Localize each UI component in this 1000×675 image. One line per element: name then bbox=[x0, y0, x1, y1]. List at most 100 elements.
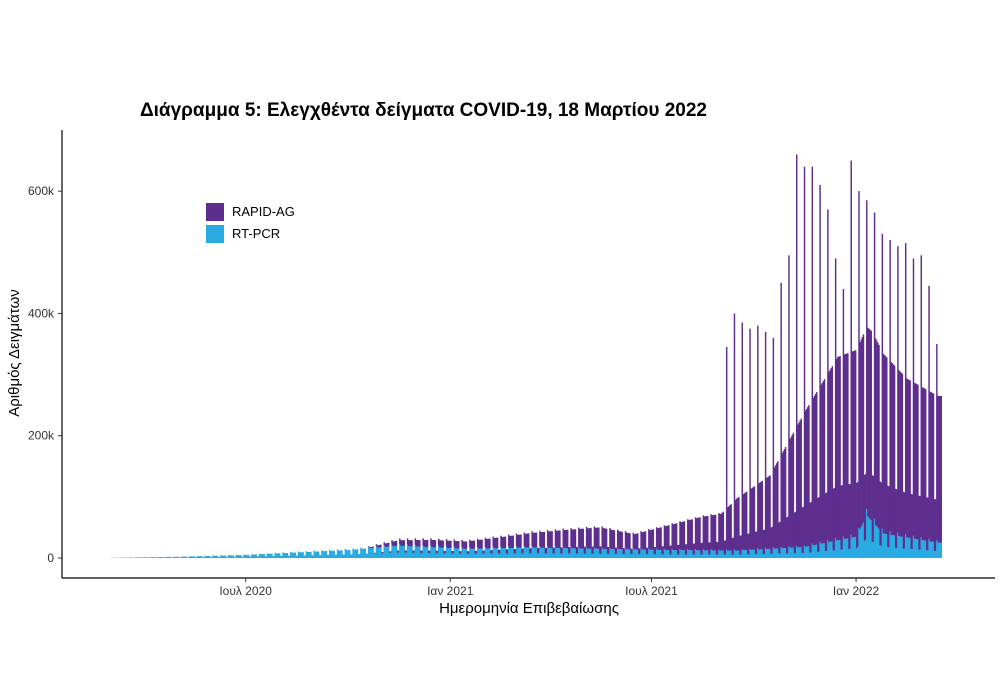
bar-rt-pcr bbox=[860, 527, 862, 558]
bar-rt-pcr bbox=[522, 553, 524, 558]
bar-rt-pcr bbox=[322, 551, 324, 558]
bar-rt-pcr bbox=[685, 554, 688, 558]
bar-rt-pcr bbox=[576, 553, 579, 558]
bar-rapid-ag bbox=[436, 550, 439, 554]
bar-rapid-ag bbox=[633, 534, 636, 550]
bar-rt-pcr bbox=[578, 547, 580, 558]
bar-rt-pcr bbox=[182, 556, 184, 558]
bar-rapid-ag bbox=[471, 540, 473, 549]
bar-rapid-ag bbox=[585, 527, 588, 548]
bar-rt-pcr bbox=[752, 549, 755, 558]
bar-rapid-ag bbox=[602, 528, 605, 549]
bar-rapid-ag bbox=[472, 540, 474, 549]
bar-rapid-ag bbox=[847, 353, 849, 539]
bar-rt-pcr bbox=[524, 547, 527, 558]
bar-rapid-ag bbox=[698, 517, 700, 551]
bar-rapid-ag bbox=[889, 240, 891, 532]
bar-rapid-ag bbox=[940, 395, 943, 543]
bar-rapid-ag bbox=[423, 540, 425, 547]
bar-rapid-ag bbox=[739, 535, 741, 555]
bar-rt-pcr bbox=[708, 554, 710, 558]
bar-rt-pcr bbox=[289, 555, 291, 558]
bar-rt-pcr bbox=[940, 542, 943, 558]
bar-rt-pcr bbox=[732, 554, 735, 558]
bar-rt-pcr bbox=[770, 553, 772, 558]
bar-rt-pcr bbox=[409, 546, 411, 558]
bar-rt-pcr bbox=[722, 550, 725, 558]
bar-rt-pcr bbox=[842, 536, 845, 558]
bar-rt-pcr bbox=[224, 555, 226, 558]
bar-rapid-ag bbox=[718, 513, 720, 550]
bar-rapid-ag bbox=[478, 539, 480, 549]
bar-rt-pcr bbox=[231, 555, 233, 558]
bar-rt-pcr bbox=[605, 548, 608, 558]
bar-rapid-ag bbox=[564, 529, 567, 549]
bar-rt-pcr bbox=[134, 557, 136, 558]
bar-rapid-ag bbox=[823, 379, 826, 544]
bar-rt-pcr bbox=[632, 548, 635, 558]
bar-rapid-ag bbox=[883, 355, 886, 534]
bar-rt-pcr bbox=[175, 556, 178, 558]
bar-rapid-ag bbox=[414, 538, 417, 545]
bar-rapid-ag bbox=[440, 540, 442, 548]
bar-rapid-ag bbox=[808, 405, 810, 547]
bar-rapid-ag bbox=[667, 525, 669, 551]
bar-rt-pcr bbox=[575, 553, 578, 558]
bar-rt-pcr bbox=[608, 553, 610, 558]
bar-rapid-ag bbox=[426, 539, 429, 548]
bar-rt-pcr bbox=[808, 546, 810, 558]
bar-rt-pcr bbox=[427, 553, 430, 558]
bar-rapid-ag bbox=[508, 534, 510, 547]
bar-rapid-ag bbox=[430, 538, 432, 546]
bar-rapid-ag bbox=[432, 539, 434, 548]
bar-rt-pcr bbox=[739, 554, 741, 558]
bar-rapid-ag bbox=[389, 551, 391, 553]
bar-rt-pcr bbox=[165, 556, 168, 558]
bar-rapid-ag bbox=[475, 550, 478, 554]
bar-rt-pcr bbox=[193, 556, 195, 558]
bar-rapid-ag bbox=[489, 538, 491, 549]
bar-rapid-ag bbox=[870, 330, 872, 521]
bar-rt-pcr bbox=[847, 538, 849, 558]
bar-rapid-ag bbox=[671, 523, 673, 549]
bar-rt-pcr bbox=[515, 546, 518, 558]
bar-rapid-ag bbox=[758, 483, 760, 550]
bar-rt-pcr bbox=[525, 547, 528, 558]
bar-rt-pcr bbox=[790, 547, 792, 558]
y-tick-label: 200k bbox=[28, 429, 55, 443]
bar-rt-pcr bbox=[794, 553, 797, 558]
bar-rapid-ag bbox=[573, 529, 576, 549]
bar-rt-pcr bbox=[768, 548, 770, 558]
bar-rapid-ag bbox=[842, 288, 845, 537]
bar-rt-pcr bbox=[301, 552, 303, 558]
bar-rapid-ag bbox=[719, 514, 721, 551]
bar-rt-pcr bbox=[828, 542, 830, 558]
bar-rapid-ag bbox=[916, 384, 918, 540]
bar-rt-pcr bbox=[152, 557, 154, 558]
bar-rt-pcr bbox=[682, 550, 685, 558]
bar-rt-pcr bbox=[692, 554, 695, 558]
bar-rapid-ag bbox=[545, 547, 548, 554]
bar-rt-pcr bbox=[385, 546, 388, 558]
bar-rt-pcr bbox=[541, 547, 543, 558]
bar-rt-pcr bbox=[660, 549, 662, 558]
bar-rt-pcr bbox=[826, 551, 828, 558]
bar-rapid-ag bbox=[486, 538, 489, 549]
bar-rt-pcr bbox=[162, 557, 164, 558]
bar-rt-pcr bbox=[615, 554, 618, 558]
bar-rapid-ag bbox=[924, 389, 927, 541]
bar-rt-pcr bbox=[505, 553, 508, 558]
bar-rt-pcr bbox=[714, 550, 717, 558]
bar-rt-pcr bbox=[451, 553, 453, 558]
bar-rt-pcr bbox=[830, 541, 832, 558]
bar-rapid-ag bbox=[861, 336, 864, 525]
bar-rt-pcr bbox=[846, 538, 848, 558]
bar-rt-pcr bbox=[332, 550, 334, 558]
bar-rapid-ag bbox=[586, 528, 589, 549]
bar-rapid-ag bbox=[846, 353, 848, 539]
bar-rt-pcr bbox=[448, 548, 450, 558]
bar-rt-pcr bbox=[558, 548, 560, 558]
bar-rt-pcr bbox=[462, 548, 464, 558]
bar-rt-pcr bbox=[883, 533, 886, 558]
bar-rapid-ag bbox=[461, 539, 463, 548]
